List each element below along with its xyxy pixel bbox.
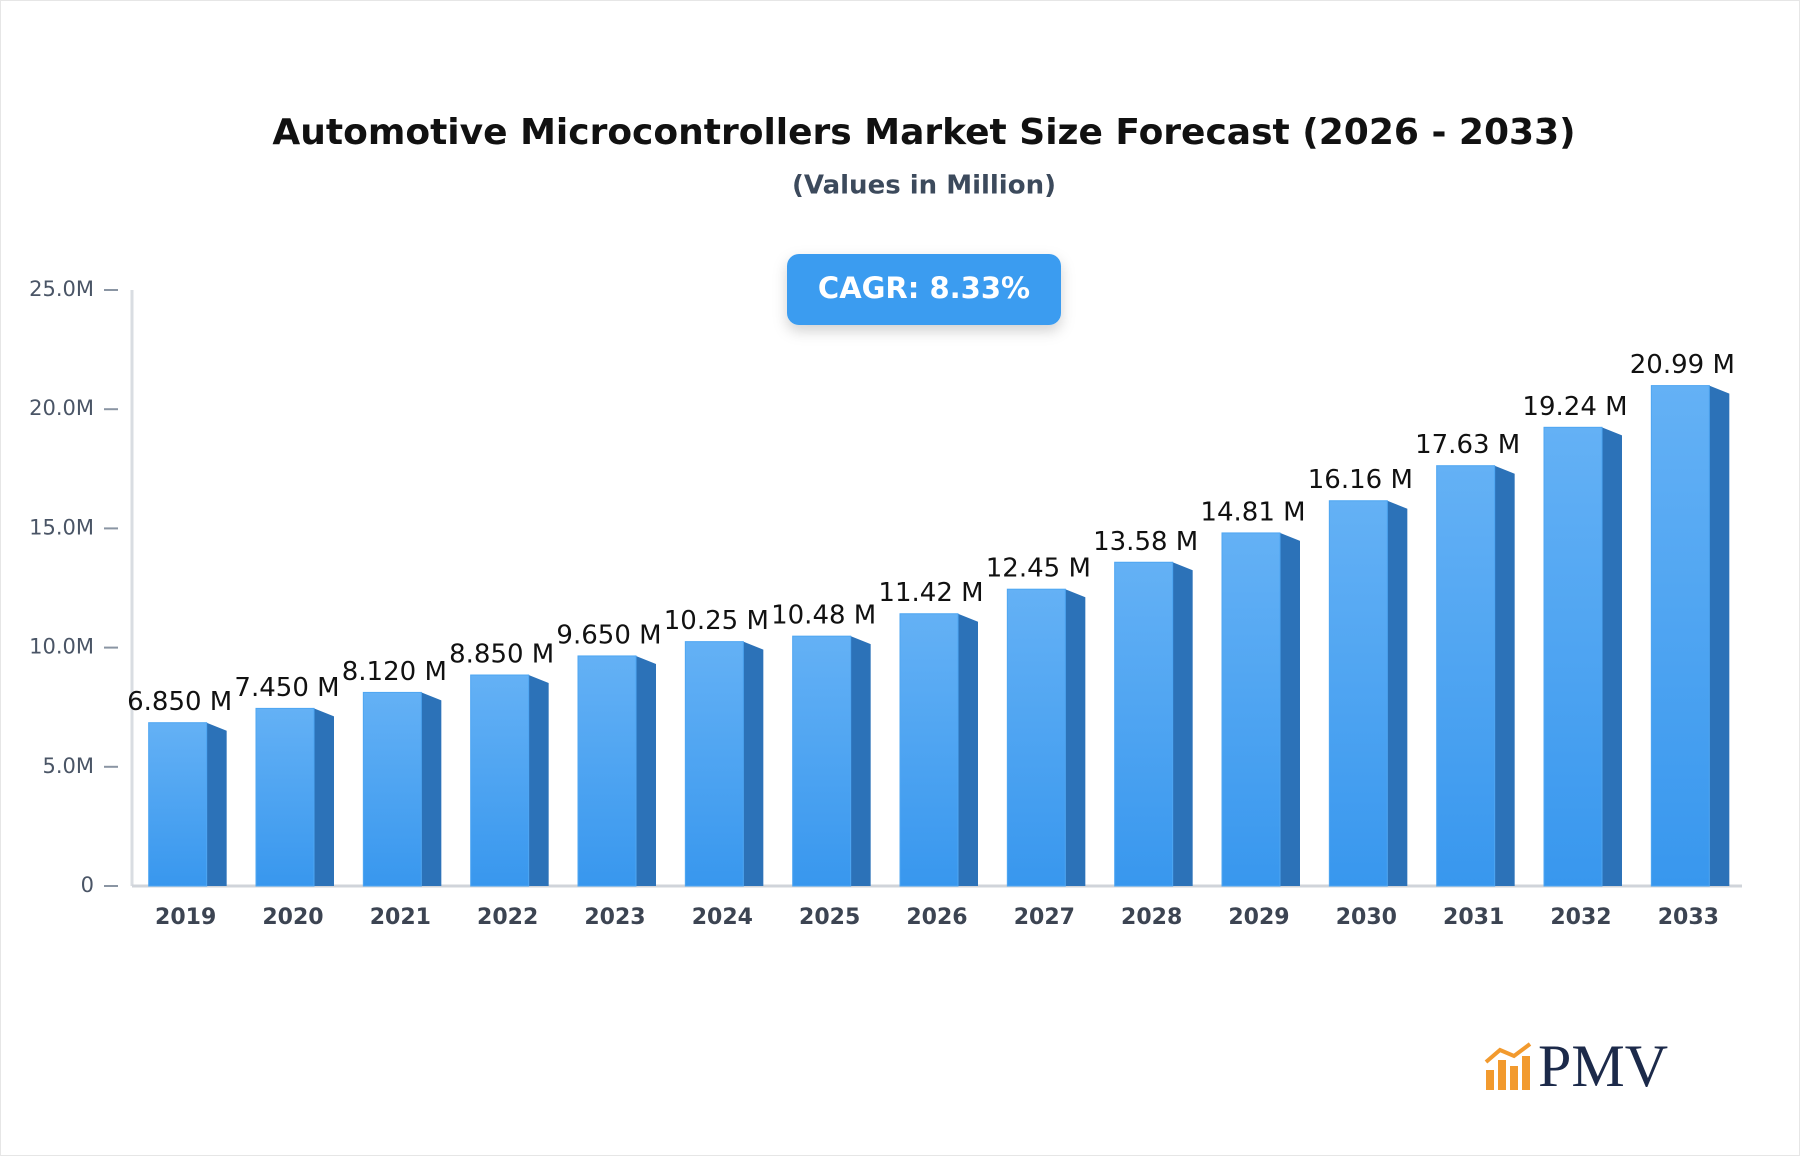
value-label: 11.42 M — [878, 578, 983, 608]
bar-side — [1602, 427, 1622, 886]
y-tick-label: 15.0M — [29, 515, 94, 539]
x-tick-label: 2020 — [262, 905, 323, 930]
logo-icon — [1522, 1056, 1530, 1090]
value-label: 19.24 M — [1522, 392, 1627, 422]
bar — [792, 635, 852, 887]
bar-side — [1065, 589, 1086, 886]
logo-icon — [1498, 1060, 1506, 1090]
value-label: 8.120 M — [342, 657, 447, 687]
bar-side — [636, 655, 656, 886]
x-tick-label: 2030 — [1336, 905, 1397, 930]
value-label: 10.25 M — [664, 606, 769, 636]
bar — [1114, 561, 1174, 887]
bar — [362, 691, 422, 887]
cagr-text: CAGR: 8.33% — [818, 271, 1030, 305]
x-tick-label: 2027 — [1014, 905, 1075, 930]
x-tick-label: 2022 — [477, 905, 538, 930]
value-label: 13.58 M — [1093, 527, 1198, 557]
bar-side — [314, 708, 334, 886]
x-tick-label: 2019 — [155, 905, 216, 930]
bar-side — [1387, 500, 1408, 886]
y-tick-label: 25.0M — [29, 277, 94, 301]
x-tick-label: 2023 — [584, 905, 645, 930]
value-label: 9.650 M — [556, 620, 661, 650]
bar-side — [421, 692, 442, 886]
bar-side — [206, 722, 227, 886]
y-tick-label: 5.0M — [42, 754, 94, 778]
logo-icon — [1484, 1042, 1532, 1064]
chart-subtitle: (Values in Million) — [792, 171, 1056, 201]
bar-side — [1280, 532, 1300, 886]
value-label: 20.99 M — [1630, 350, 1735, 380]
x-tick-label: 2024 — [692, 905, 753, 930]
value-label: 10.48 M — [771, 601, 876, 631]
bar — [899, 613, 959, 887]
bar — [1543, 426, 1603, 887]
x-tick-label: 2032 — [1550, 905, 1611, 930]
bar-side — [958, 613, 978, 886]
value-label: 7.450 M — [234, 673, 339, 703]
x-tick-label: 2029 — [1228, 905, 1289, 930]
x-tick-label: 2021 — [370, 905, 431, 930]
bar — [148, 722, 208, 887]
bar-side — [1709, 385, 1730, 886]
bar — [1328, 500, 1388, 887]
bar — [1436, 465, 1496, 887]
logo-icon — [1486, 1070, 1494, 1090]
value-label: 17.63 M — [1415, 430, 1520, 460]
bar-side — [850, 636, 871, 886]
bar — [1221, 532, 1281, 887]
value-label: 14.81 M — [1200, 497, 1305, 527]
x-tick-label: 2031 — [1443, 905, 1504, 930]
value-label: 6.850 M — [127, 687, 232, 717]
bar — [684, 641, 744, 887]
x-tick-label: 2026 — [906, 905, 967, 930]
cagr-badge — [787, 254, 1061, 325]
x-tick-label: 2028 — [1121, 905, 1182, 930]
bar-side — [743, 641, 764, 886]
logo: PMV — [1484, 1033, 1668, 1099]
bar — [470, 674, 530, 887]
value-label: 16.16 M — [1308, 465, 1413, 495]
chart-title: Automotive Microcontrollers Market Size … — [272, 112, 1575, 153]
value-label: 8.850 M — [449, 640, 554, 670]
bar-side — [528, 675, 549, 886]
value-label: 12.45 M — [986, 554, 1091, 584]
bar-side — [1494, 465, 1515, 886]
bar — [1006, 588, 1066, 887]
bar — [577, 655, 637, 887]
x-tick-label: 2025 — [799, 905, 860, 930]
x-tick-label: 2033 — [1658, 905, 1719, 930]
bar — [1650, 385, 1710, 887]
y-tick-label: 20.0M — [29, 396, 94, 420]
bar — [255, 707, 315, 887]
logo-text: PMV — [1538, 1033, 1668, 1099]
y-tick-label: 10.0M — [29, 635, 94, 659]
y-tick-label: 0 — [81, 873, 94, 897]
bar-side — [1172, 562, 1193, 886]
logo-icon — [1510, 1066, 1518, 1090]
